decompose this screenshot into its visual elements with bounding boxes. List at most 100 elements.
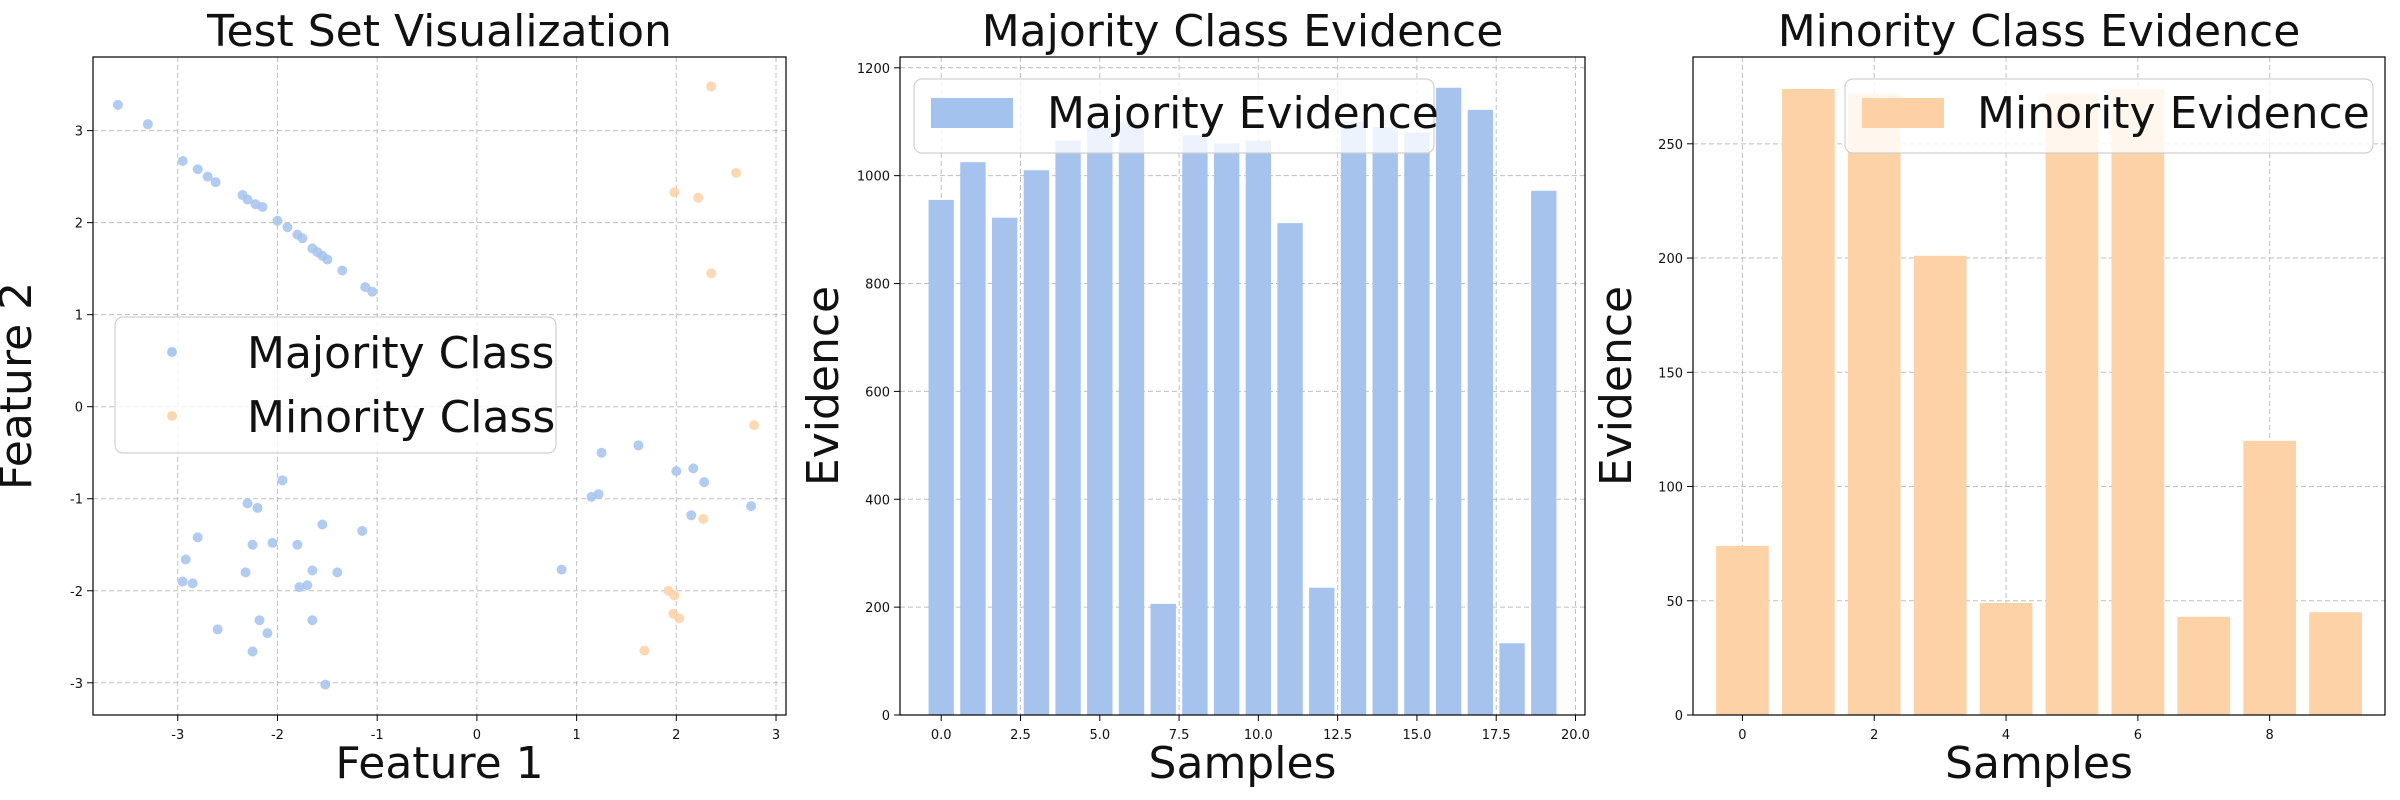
scatter-point-majority — [242, 194, 253, 205]
bar — [1182, 135, 1208, 715]
scatter-point-majority — [282, 222, 293, 233]
legend-label: Majority Evidence — [1047, 88, 1439, 139]
scatter-point-majority — [262, 628, 273, 639]
x-tick-label: 2 — [1870, 728, 1878, 743]
legend-swatch — [1862, 98, 1944, 128]
bar — [1499, 643, 1525, 715]
x-tick-label: 8 — [2266, 728, 2274, 743]
scatter-point-majority — [254, 615, 265, 626]
bar — [960, 162, 986, 716]
bar — [928, 199, 954, 716]
x-tick-label: 20.0 — [1561, 728, 1590, 743]
y-tick-label: 200 — [865, 601, 890, 616]
bar — [1531, 190, 1557, 715]
chart-panel-3: 0 2 4 6 8 0 50 100 150 200 250 Minority Class Evide… — [1591, 6, 2386, 789]
legend-box — [1844, 78, 2374, 154]
bar — [1340, 121, 1367, 715]
scatter-point-majority — [177, 155, 188, 166]
scatter-point-minority — [693, 192, 704, 203]
bar — [2309, 612, 2362, 715]
x-tick-label: 5.0 — [1089, 728, 1110, 743]
x-tick-label: 17.5 — [1482, 728, 1511, 743]
y-tick-label: 50 — [1666, 595, 1683, 610]
scatter-point-majority — [633, 440, 644, 451]
bar — [1716, 545, 1769, 715]
y-tick-label: 2 — [75, 217, 83, 232]
scatter-point-majority — [320, 679, 331, 690]
y-tick-label: 1200 — [857, 62, 890, 77]
y-tick-label: -2 — [70, 585, 83, 600]
bar — [1213, 143, 1240, 716]
scatter-point-majority — [337, 265, 348, 276]
scatter-point-majority — [671, 466, 682, 477]
bar — [1979, 603, 2033, 715]
y-tick-label: 0 — [1675, 709, 1683, 724]
bar — [1118, 121, 1145, 715]
bar — [2243, 440, 2297, 715]
x-tick-label: 12.5 — [1323, 728, 1352, 743]
scatter-point-majority — [192, 164, 203, 175]
scatter-point-majority — [277, 475, 288, 486]
y-tick-label: -1 — [70, 493, 83, 508]
x-tick-label: 0.0 — [931, 728, 952, 743]
legend: Majority Class Minority Class — [114, 316, 557, 454]
legend-box — [114, 316, 557, 454]
legend-marker — [167, 347, 177, 357]
y-tick-label: 0 — [75, 401, 83, 416]
scatter-point-majority — [322, 254, 333, 265]
scatter-point-majority — [202, 171, 213, 182]
scatter-point-majority — [746, 501, 757, 512]
bar — [1309, 587, 1335, 715]
y-tick-label: 0 — [882, 709, 890, 724]
x-tick-label: 15.0 — [1402, 728, 1431, 743]
bar — [2111, 88, 2165, 716]
scatter-point-majority — [210, 177, 221, 188]
scatter-point-majority — [686, 510, 697, 521]
scatter-point-minority — [706, 268, 717, 279]
axes-frame — [1692, 56, 2386, 716]
scatter-point-majority — [247, 646, 258, 657]
x-tick-label: 1 — [572, 728, 580, 743]
bar — [2045, 93, 2099, 716]
bar — [1055, 140, 1081, 715]
x-tick-label: -2 — [271, 728, 284, 743]
y-axis-label: Evidence — [1591, 286, 1642, 486]
x-tick-label: 3 — [772, 728, 780, 743]
bar — [2177, 616, 2231, 715]
scatter-point-majority — [142, 119, 153, 130]
y-tick-label: 1 — [75, 309, 83, 324]
bar — [1245, 140, 1272, 715]
scatter-point-minority — [749, 420, 760, 431]
scatter-point-majority — [212, 624, 223, 635]
x-tick-label: 2 — [672, 728, 680, 743]
chart-panel-2: 0.0 2.5 5.0 7.5 10.0 12.5 15.0 17.5 20.0 0 200 400 6… — [798, 6, 1590, 789]
x-axis-label: Feature 1 — [335, 738, 543, 789]
y-tick-label: 600 — [865, 385, 890, 400]
scatter-point-majority — [272, 215, 283, 226]
scatter-point-majority — [556, 564, 567, 575]
bar — [1435, 87, 1462, 716]
scatter-point-minority — [639, 645, 650, 656]
axes-frame — [899, 56, 1586, 716]
bar — [1913, 255, 1967, 716]
chart-title: Test Set Visualization — [206, 6, 672, 57]
scatter-point-majority — [357, 525, 368, 536]
bar — [1781, 88, 1835, 716]
legend-label: Minority Evidence — [1977, 88, 2370, 139]
y-tick-label: 800 — [865, 278, 890, 293]
scatter-point-majority — [596, 447, 607, 458]
x-tick-label: 2.5 — [1010, 728, 1031, 743]
x-tick-label: 0 — [473, 728, 481, 743]
bar — [1150, 603, 1176, 715]
scatter-point-majority — [688, 463, 699, 474]
scatter-point-minority — [698, 513, 709, 524]
bar — [1087, 127, 1113, 716]
scatter-point-majority — [247, 539, 258, 550]
legend-marker — [167, 411, 177, 421]
scatter-point-minority — [706, 81, 717, 92]
y-tick-label: 250 — [1658, 138, 1683, 153]
scatter-point-majority — [112, 99, 123, 110]
scatter-point-majority — [177, 576, 188, 587]
scatter-point-majority — [699, 477, 710, 488]
chart-title: Minority Class Evidence — [1778, 6, 2301, 57]
